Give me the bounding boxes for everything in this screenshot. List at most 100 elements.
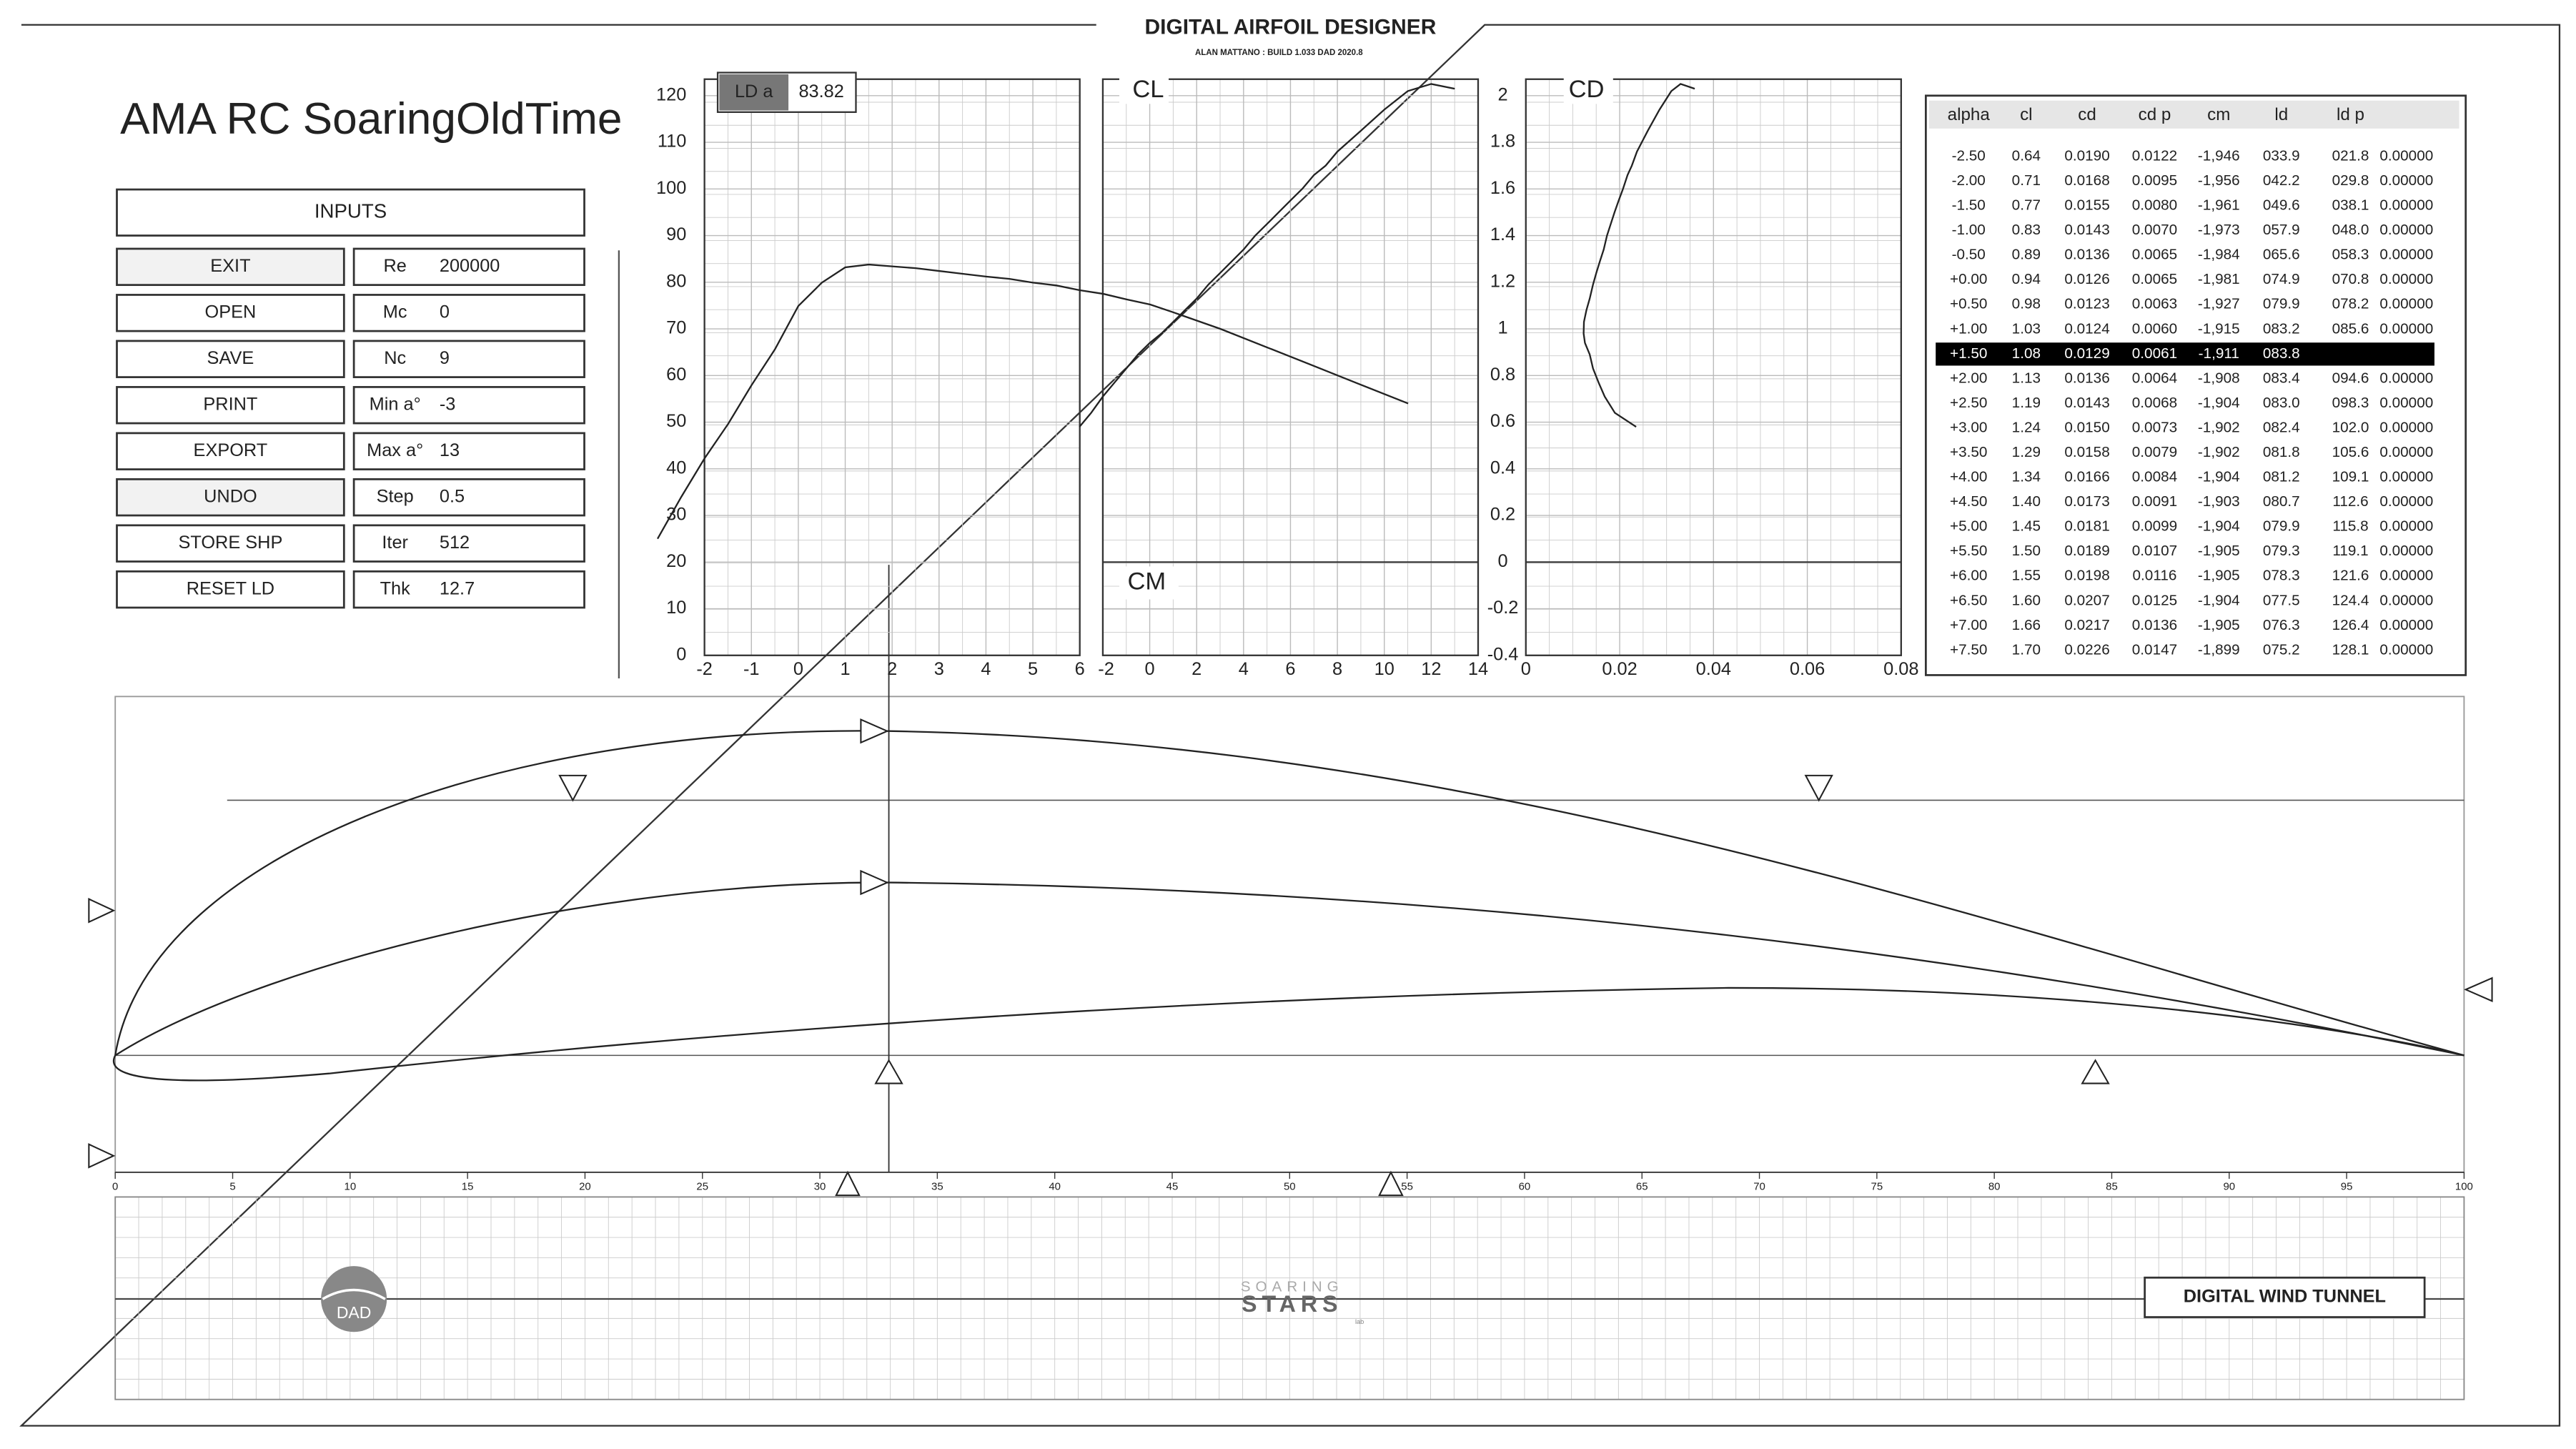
button[interactable] <box>116 340 345 378</box>
table-cell: 080.7 <box>2263 493 2300 510</box>
table-cell: 0.0168 <box>2064 172 2109 189</box>
handle[interactable] <box>874 1059 903 1084</box>
input-field[interactable] <box>352 570 585 609</box>
wind-tunnel-button-label: DIGITAL WIND TUNNEL <box>2184 1287 2386 1307</box>
input-field[interactable] <box>352 524 585 563</box>
handle[interactable] <box>88 897 116 924</box>
table-cell: 1.34 <box>2012 469 2041 485</box>
handle[interactable] <box>2081 1059 2110 1084</box>
label-bg <box>1119 74 1169 104</box>
input-field[interactable] <box>352 478 585 517</box>
field-value: 0 <box>440 302 450 322</box>
table-cell: 0.0155 <box>2064 197 2109 214</box>
input-field[interactable] <box>352 340 585 378</box>
input-field[interactable] <box>352 294 585 332</box>
table-cell: 0.00000 <box>2379 370 2433 386</box>
handle[interactable] <box>2464 976 2493 1002</box>
dad-logo-text: DAD <box>337 1303 372 1322</box>
x-tick-label: 0 <box>1145 659 1155 679</box>
table-cell: +5.50 <box>1950 543 1987 559</box>
x-tick-label: 4 <box>1239 659 1249 679</box>
x-tick-label: 2 <box>1192 659 1202 679</box>
table-cell: 0.0207 <box>2064 592 2109 608</box>
table-cell: 0.0061 <box>2132 345 2177 362</box>
table-cell: 075.2 <box>2263 641 2300 658</box>
table-cell: 0.0065 <box>2132 271 2177 287</box>
table-cell: 0.00000 <box>2379 296 2433 312</box>
input-field[interactable] <box>352 432 585 470</box>
table-cell: -1,911 <box>2199 345 2239 362</box>
table-cell: 1.60 <box>2012 592 2041 608</box>
input-field[interactable] <box>352 247 585 287</box>
table-cell: 074.9 <box>2263 271 2300 287</box>
table-cell: 042.2 <box>2263 172 2300 189</box>
table-cell: 102.0 <box>2332 419 2369 435</box>
handles <box>88 718 2493 1197</box>
input-field[interactable] <box>352 386 585 425</box>
table-cell: 0.94 <box>2012 271 2041 287</box>
table-cell: 0.0122 <box>2132 147 2177 164</box>
column-header: cd p <box>2139 105 2171 124</box>
table-cell: +0.50 <box>1950 296 1987 312</box>
x-tick-label: 35 <box>931 1181 943 1193</box>
table-cell: +1.50 <box>1950 345 1987 362</box>
table-cell: -1,915 <box>2198 320 2240 337</box>
table-cell: 0.0189 <box>2064 543 2109 559</box>
table-cell: 0.0095 <box>2132 172 2177 189</box>
button[interactable] <box>116 432 345 470</box>
table-cell: +7.00 <box>1950 617 1987 633</box>
table-cell: 0.0079 <box>2132 444 2177 460</box>
table-cell: 0.00000 <box>2379 617 2433 633</box>
handle[interactable] <box>860 718 889 744</box>
table-cell: 0.00000 <box>2379 568 2433 584</box>
table-cell: 0.0099 <box>2132 518 2177 535</box>
table-cell: 033.9 <box>2263 147 2300 164</box>
x-tick-label: 0.04 <box>1696 659 1731 679</box>
button[interactable] <box>116 386 345 425</box>
x-tick-label: 40 <box>1049 1181 1061 1193</box>
table-cell: 1.08 <box>2012 345 2041 362</box>
field-label: Step <box>377 486 414 506</box>
handle[interactable] <box>1378 1170 1404 1197</box>
wind-tunnel-button[interactable] <box>2144 1276 2426 1318</box>
table-cell: -1,981 <box>2198 271 2240 287</box>
table-cell: 0.0166 <box>2064 469 2109 485</box>
button[interactable] <box>116 294 345 332</box>
x-tick-label: 0 <box>1521 659 1531 679</box>
table-cell: 0.0068 <box>2132 395 2177 411</box>
column-header: ld p <box>2337 105 2364 124</box>
button[interactable] <box>116 570 345 609</box>
field-label: Min a° <box>370 394 421 414</box>
x-tick-label: 60 <box>1519 1181 1531 1193</box>
field-value: 13 <box>440 440 460 460</box>
field-value: 9 <box>440 348 450 368</box>
table-cell: 0.0147 <box>2132 641 2177 658</box>
x-tick-label: 0.06 <box>1790 659 1825 679</box>
table-cell: 1.40 <box>2012 493 2041 510</box>
x-tick-label: 1 <box>840 659 850 679</box>
table-cell: 0.00000 <box>2379 320 2433 337</box>
handle[interactable] <box>860 869 889 896</box>
table-cell: +2.00 <box>1950 370 1987 386</box>
y-tick-label: -0.4 <box>1487 644 1519 664</box>
table-cell: 0.0107 <box>2132 543 2177 559</box>
button[interactable] <box>116 524 345 563</box>
handle[interactable] <box>1804 774 1833 802</box>
x-tick-label: 6 <box>1075 659 1085 679</box>
button[interactable] <box>116 247 345 287</box>
table-cell: 0.0198 <box>2064 568 2109 584</box>
table-cell: +7.50 <box>1950 641 1987 658</box>
handle[interactable] <box>835 1170 861 1197</box>
button[interactable] <box>116 478 345 517</box>
table-cell: 083.2 <box>2263 320 2300 337</box>
y-tick-label: -0.2 <box>1487 598 1519 618</box>
table-cell: 0.00000 <box>2379 641 2433 658</box>
table-cell: 065.6 <box>2263 247 2300 263</box>
x-tick-label: 70 <box>1753 1181 1765 1193</box>
handle[interactable] <box>558 774 588 802</box>
y-tick-label: 50 <box>666 411 686 431</box>
table-cell: 1.50 <box>2012 543 2041 559</box>
table-cell: 0.0129 <box>2064 345 2109 362</box>
handle[interactable] <box>88 1143 116 1169</box>
table-cell: 1.03 <box>2012 320 2041 337</box>
